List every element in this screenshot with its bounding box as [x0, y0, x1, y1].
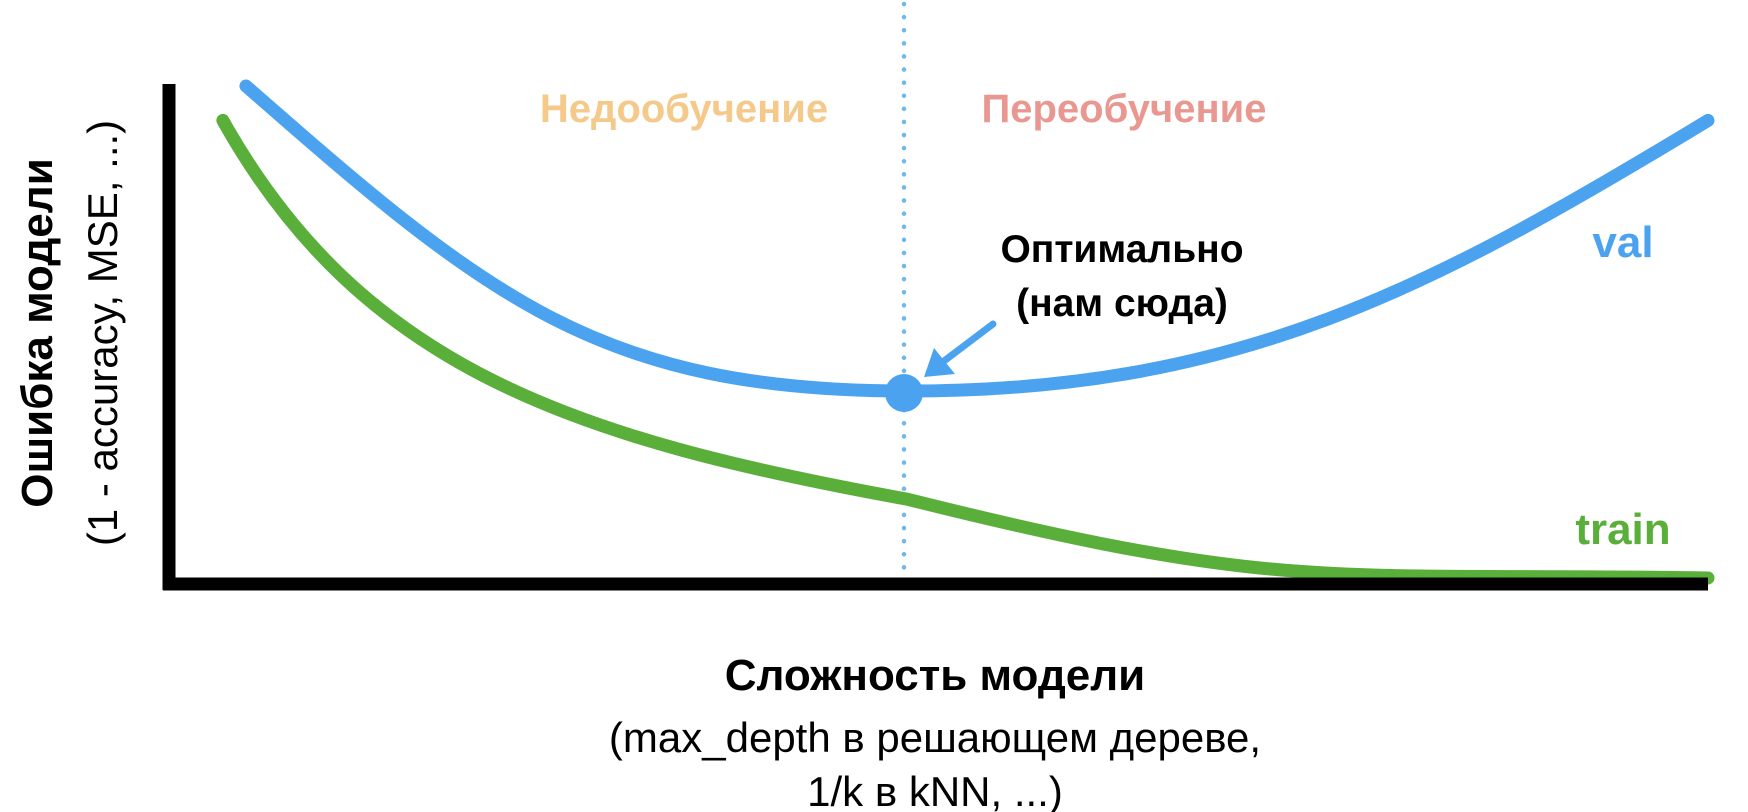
optimum-sublabel: (нам сюда) — [1016, 282, 1228, 325]
x-axis-title: Сложность модели — [725, 651, 1145, 700]
underfit-label: Недообучение — [540, 87, 828, 131]
series-train-line — [216, 113, 1715, 585]
x-axis-subtitle-line1: (max_depth в решающем дереве, — [609, 714, 1261, 761]
optimum-point — [885, 374, 923, 412]
optimum-arrow-shaft — [940, 320, 997, 365]
series-val-label: val — [1592, 218, 1653, 267]
x-axis-subtitle-line2: 1/k в kNN, ...) — [807, 768, 1063, 812]
optimum-arrow-head — [924, 348, 955, 377]
optimum-label: Оптимально — [1000, 228, 1243, 271]
overfit-label: Переобучение — [982, 87, 1267, 131]
y-axis-title: Ошибка модели — [13, 158, 62, 508]
series-val-line — [239, 79, 1715, 398]
series-train-label: train — [1575, 505, 1670, 554]
y-axis-subtitle: (1 - accuracy, MSE, ...) — [79, 120, 126, 546]
